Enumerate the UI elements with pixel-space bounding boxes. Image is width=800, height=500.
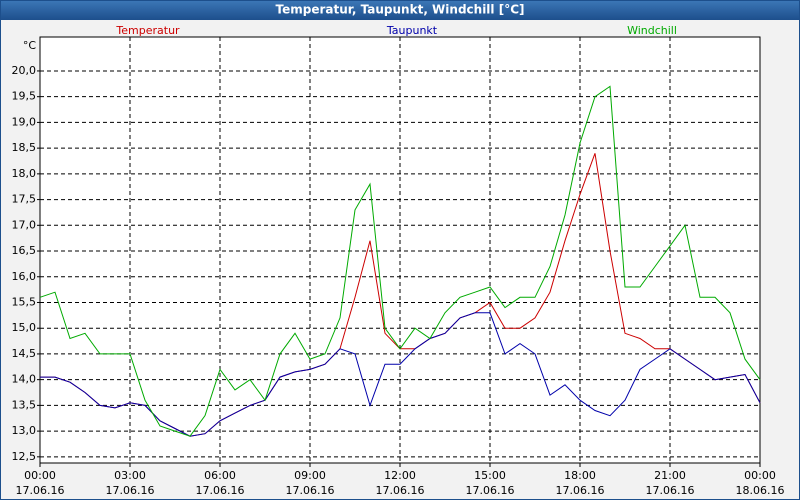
x-tick-date: 17.06.16 bbox=[466, 484, 515, 497]
series-line bbox=[40, 312, 761, 437]
x-tick-label: 09:00 bbox=[294, 469, 326, 482]
y-tick-label: 13,5 bbox=[12, 398, 37, 411]
y-tick-label: 20,0 bbox=[12, 64, 37, 77]
legend-entry: Taupunkt bbox=[386, 24, 438, 37]
x-tick-label: 18:00 bbox=[564, 469, 596, 482]
legend-entry: Windchill bbox=[627, 24, 677, 37]
y-tick-label: 15,0 bbox=[12, 321, 37, 334]
y-tick-label: 17,0 bbox=[12, 218, 37, 231]
y-tick-label: 14,0 bbox=[12, 373, 37, 386]
x-tick-date: 17.06.16 bbox=[376, 484, 425, 497]
x-tick-date: 17.06.16 bbox=[646, 484, 695, 497]
x-tick-label: 00:00 bbox=[744, 469, 776, 482]
x-tick-date: 17.06.16 bbox=[106, 484, 155, 497]
y-tick-label: 16,5 bbox=[12, 244, 37, 257]
y-tick-label: 15,5 bbox=[12, 295, 37, 308]
y-tick-label: 13,0 bbox=[12, 424, 37, 437]
chart-title: Temperatur, Taupunkt, Windchill [°C] bbox=[276, 3, 525, 17]
x-tick-label: 00:00 bbox=[24, 469, 56, 482]
x-tick-date: 17.06.16 bbox=[16, 484, 65, 497]
x-tick-label: 15:00 bbox=[474, 469, 506, 482]
x-tick-label: 21:00 bbox=[654, 469, 686, 482]
x-tick-date: 17.06.16 bbox=[556, 484, 605, 497]
y-tick-label: 16,0 bbox=[12, 270, 37, 283]
y-tick-label: 14,5 bbox=[12, 347, 37, 360]
x-tick-date: 18.06.16 bbox=[736, 484, 785, 497]
series-line bbox=[39, 85, 761, 437]
x-tick-label: 06:00 bbox=[204, 469, 236, 482]
x-tick-label: 03:00 bbox=[114, 469, 146, 482]
x-tick-date: 17.06.16 bbox=[286, 484, 335, 497]
legend-entry: Temperatur bbox=[115, 24, 180, 37]
y-tick-label: 19,0 bbox=[12, 115, 37, 128]
y-tick-label: 18,0 bbox=[12, 167, 37, 180]
y-tick-label: 18,5 bbox=[12, 141, 37, 154]
x-tick-label: 12:00 bbox=[384, 469, 416, 482]
y-tick-label: 12,5 bbox=[12, 450, 37, 463]
y-tick-label: 17,5 bbox=[12, 193, 37, 206]
title-bar bbox=[0, 0, 800, 20]
y-tick-label: 19,5 bbox=[12, 90, 37, 103]
y-axis-label: °C bbox=[23, 39, 37, 52]
x-tick-date: 17.06.16 bbox=[196, 484, 245, 497]
